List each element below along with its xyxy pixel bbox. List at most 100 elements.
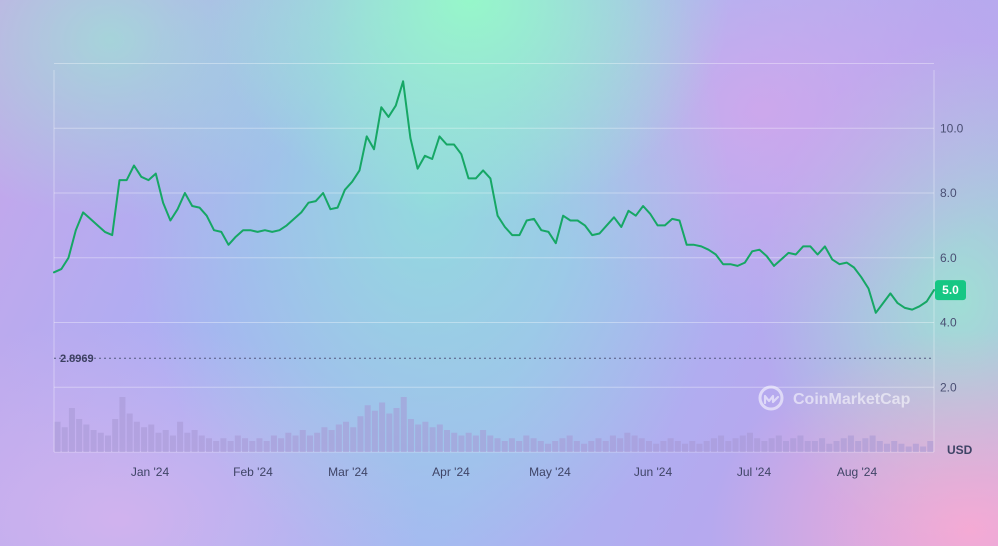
volume-bar bbox=[198, 435, 205, 452]
volume-bar bbox=[415, 424, 422, 452]
volume-bar bbox=[112, 419, 119, 452]
volume-bar bbox=[530, 438, 537, 452]
reference-line-group: 2.8969 bbox=[54, 353, 934, 365]
volume-bar bbox=[552, 441, 559, 452]
volume-bar bbox=[559, 438, 566, 452]
volume-bar bbox=[343, 421, 350, 452]
volume-bar bbox=[184, 432, 191, 452]
volume-bar bbox=[54, 421, 61, 452]
x-tick-label: Feb '24 bbox=[233, 465, 273, 479]
volume-bar bbox=[278, 438, 285, 452]
volume-bar bbox=[667, 438, 674, 452]
volume-bar bbox=[249, 441, 256, 452]
volume-bar bbox=[609, 435, 616, 452]
volume-bar bbox=[328, 430, 335, 452]
volume-bar bbox=[104, 435, 112, 452]
volume-bar bbox=[83, 424, 90, 452]
x-tick-label: Mar '24 bbox=[328, 465, 368, 479]
volume-bar bbox=[256, 438, 263, 452]
volume-bar bbox=[775, 435, 782, 452]
volume-bar bbox=[407, 419, 414, 452]
volume-bar bbox=[624, 432, 631, 452]
volume-bar bbox=[768, 438, 775, 452]
volume-bar bbox=[855, 441, 862, 452]
x-tick-label: Aug '24 bbox=[837, 465, 878, 479]
volume-bar bbox=[653, 443, 660, 452]
volume-bar bbox=[588, 441, 595, 452]
volume-bar bbox=[660, 441, 667, 452]
volume-bar bbox=[876, 441, 883, 452]
volume-bar bbox=[371, 410, 378, 452]
volume-bar bbox=[573, 441, 580, 452]
volume-bar bbox=[451, 432, 458, 452]
y-tick-label: 2.0 bbox=[940, 380, 957, 394]
current-value-badge: 5.0 bbox=[935, 280, 966, 301]
volume-bar bbox=[364, 405, 371, 452]
volume-bar bbox=[472, 435, 479, 452]
coinmarketcap-logo-icon bbox=[758, 385, 784, 411]
x-tick-label: May '24 bbox=[529, 465, 571, 479]
volume-bar bbox=[912, 443, 919, 452]
volume-bar bbox=[725, 441, 732, 452]
volume-bar bbox=[696, 443, 703, 452]
volume-bar bbox=[617, 438, 624, 452]
volume-bar bbox=[220, 438, 227, 452]
volume-bar bbox=[436, 424, 443, 452]
volume-bar bbox=[739, 435, 746, 452]
volume-bar bbox=[501, 441, 508, 452]
volume-bar bbox=[783, 441, 790, 452]
volume-bar bbox=[862, 438, 869, 452]
volume-bar bbox=[61, 427, 68, 452]
volume-bar bbox=[400, 397, 407, 452]
volume-bar bbox=[263, 441, 270, 452]
volume-bar bbox=[314, 432, 321, 452]
volume-bar bbox=[379, 402, 386, 452]
volume-bar bbox=[905, 446, 912, 452]
volume-bar bbox=[299, 430, 306, 452]
volume-bar bbox=[811, 441, 818, 452]
x-tick-label: Jan '24 bbox=[131, 465, 170, 479]
x-tick-label: Jul '24 bbox=[737, 465, 772, 479]
volume-bar bbox=[884, 443, 891, 452]
volume-bar bbox=[133, 421, 140, 452]
volume-bar bbox=[927, 441, 934, 452]
volume-bar bbox=[797, 435, 804, 452]
volume-bar bbox=[68, 408, 75, 452]
volume-bar bbox=[357, 416, 364, 452]
volume-bar bbox=[444, 430, 451, 452]
volume-bar bbox=[631, 435, 638, 452]
x-tick-label: Apr '24 bbox=[432, 465, 470, 479]
currency-unit-label: USD bbox=[947, 443, 973, 457]
x-tick-label: Jun '24 bbox=[634, 465, 673, 479]
volume-bar bbox=[205, 438, 212, 452]
volume-bar bbox=[487, 435, 494, 452]
volume-bar bbox=[732, 438, 739, 452]
volume-bar bbox=[335, 424, 342, 452]
volume-bar bbox=[321, 427, 328, 452]
y-tick-label: 10.0 bbox=[940, 121, 964, 135]
volume-bar bbox=[480, 430, 487, 452]
volume-bar bbox=[703, 441, 710, 452]
volume-bar bbox=[595, 438, 602, 452]
volume-bar bbox=[544, 443, 552, 452]
volume-bar bbox=[306, 435, 313, 452]
volume-bar bbox=[213, 441, 220, 452]
volume-bar bbox=[819, 438, 826, 452]
volume-bar bbox=[350, 427, 357, 452]
volume-bar bbox=[191, 430, 198, 452]
volume-bar bbox=[746, 432, 753, 452]
volume-bar bbox=[826, 443, 833, 452]
volume-bar bbox=[581, 443, 588, 452]
volume-bar bbox=[754, 438, 761, 452]
volume-bar bbox=[682, 443, 689, 452]
watermark-text: CoinMarketCap bbox=[793, 391, 911, 408]
price-line-group bbox=[53, 80, 935, 314]
volume-bar bbox=[891, 441, 898, 452]
volume-bar bbox=[718, 435, 725, 452]
volume-bar bbox=[847, 435, 854, 452]
volume-bar bbox=[234, 435, 241, 452]
volume-bar bbox=[292, 435, 299, 452]
volume-bar bbox=[537, 441, 544, 452]
volume-bar bbox=[162, 430, 169, 452]
